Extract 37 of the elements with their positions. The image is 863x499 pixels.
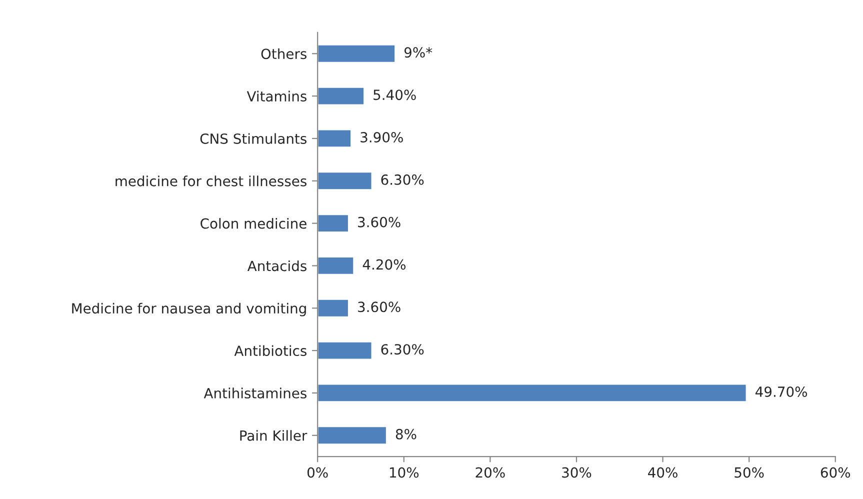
x-tick-label: 10% [390, 467, 419, 478]
data-label: 8% [396, 428, 416, 440]
data-label: 49.70% [756, 386, 808, 397]
y-tick-label: CNS Stimulants [200, 133, 306, 144]
y-tick-label: Others [261, 48, 306, 60]
bar [318, 86, 365, 106]
data-label: 3.60% [358, 216, 400, 228]
data-label: 3.60% [358, 302, 400, 312]
x-tick-label: 50% [734, 467, 764, 478]
y-tick-label: Medicine for nausea and vomiting [72, 302, 306, 316]
data-label: 9%* [404, 47, 432, 58]
y-tick-label: Antacids [247, 260, 306, 272]
data-label: 6.30% [381, 344, 424, 355]
y-tick-label: Pain Killer [240, 430, 308, 441]
y-tick-label: medicine for chest illnesses [116, 176, 306, 186]
x-tick-label: 60% [820, 467, 850, 478]
bar [318, 383, 748, 403]
x-tick-label: 20% [476, 467, 505, 478]
y-tick-label: Antibiotics [234, 345, 306, 356]
data-label: 4.20% [362, 259, 406, 270]
x-tick-label: 30% [562, 467, 592, 478]
bar [318, 171, 373, 190]
bar [318, 340, 373, 360]
bar [318, 298, 350, 318]
bar [318, 426, 388, 445]
y-tick-label: Vitamins [246, 90, 306, 102]
bar [318, 128, 352, 148]
bar [318, 44, 396, 64]
x-tick-label: 40% [648, 467, 678, 478]
data-label: 5.40% [374, 90, 416, 100]
y-tick-label: Antihistamines [204, 388, 306, 398]
bar [318, 214, 350, 233]
y-tick-label: Colon medicine [200, 218, 306, 229]
data-label: 6.30% [381, 174, 424, 185]
data-label: 3.90% [360, 132, 403, 142]
x-tick-label: 0% [307, 467, 328, 478]
bar [318, 256, 355, 276]
